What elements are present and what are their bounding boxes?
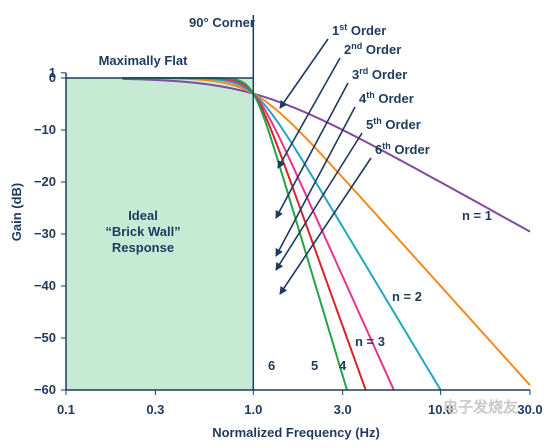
arrows-layer — [275, 38, 372, 295]
order-label-part: nd — [351, 41, 362, 51]
y-axis-title: Gain (dB) — [9, 183, 24, 242]
order-label-part: Order — [391, 142, 430, 157]
order-label-part: Order — [375, 91, 414, 106]
order-label-part: 3 — [352, 67, 359, 82]
y-tick-label: 0 — [49, 70, 56, 85]
x-tick-label: 0.3 — [146, 402, 164, 417]
x-tick-label: 3.0 — [334, 402, 352, 417]
order-label-5: 5th Order — [366, 116, 421, 132]
curve-label-order-1: n = 1 — [462, 208, 492, 223]
x-tick-label: 0.1 — [57, 402, 75, 417]
corner-annotation: 90° Corner — [189, 15, 255, 30]
curve-label-order-3: n = 3 — [355, 334, 385, 349]
ideal-region-label-line: “Brick Wall” — [105, 224, 180, 239]
order-label-part: th — [366, 90, 375, 100]
order-label-part: Order — [368, 67, 407, 82]
ideal-region-label-line: Ideal — [128, 208, 158, 223]
order-label-part: th — [382, 141, 391, 151]
axes-layer: 10−10−20−30−40−50−600.1 0.3 1.0 3.0 10.0 30.0 — [34, 15, 543, 417]
ideal-region-label: Ideal “Brick Wall” Response — [105, 208, 180, 255]
x-tick-label: 1.0 — [244, 402, 262, 417]
order-label-part: Order — [362, 42, 401, 57]
order-label-part: 5 — [366, 117, 373, 132]
y-tick-label: −30 — [34, 226, 56, 241]
order-label-2: 2nd Order — [344, 41, 401, 57]
order-label-6: 6th Order — [375, 141, 430, 157]
order-label-part: th — [373, 116, 382, 126]
curve-label-order-6: 6 — [268, 358, 275, 373]
order-arrow-1 — [279, 38, 329, 109]
ideal-region-layer: Ideal “Brick Wall” Response — [66, 78, 254, 390]
order-arrow-4 — [275, 106, 356, 257]
y-tick-label: −10 — [34, 122, 56, 137]
curve-label-order-2: n = 2 — [392, 289, 422, 304]
response-curve-order-1 — [122, 77, 531, 233]
order-label-part: st — [339, 22, 347, 32]
order-label-part: Order — [347, 23, 386, 38]
curve-label-order-4: 4 — [339, 358, 347, 373]
order-label-4: 4th Order — [359, 90, 414, 106]
ideal-region-label-line: Response — [112, 240, 174, 255]
curve-label-order-5: 5 — [311, 358, 318, 373]
order-label-3: 3rd Order — [352, 66, 407, 82]
watermark-text: 电子发烧友 — [443, 398, 518, 416]
order-label-part: 4 — [359, 91, 367, 106]
order-label-part: 1 — [332, 23, 339, 38]
y-tick-label: 1 — [49, 65, 56, 80]
order-arrow-2 — [277, 57, 341, 169]
x-tick-label: 30.0 — [517, 402, 542, 417]
order-label-1: 1st Order — [332, 22, 386, 38]
y-tick-label: −20 — [34, 174, 56, 189]
order-label-part: 6 — [375, 142, 382, 157]
y-tick-label: −60 — [34, 382, 56, 397]
order-label-part: Order — [382, 117, 421, 132]
order-label-part: rd — [359, 66, 368, 76]
x-tick-label: 10.0 — [428, 402, 453, 417]
order-label-part: 2 — [344, 42, 351, 57]
y-tick-label: −50 — [34, 330, 56, 345]
y-tick-label: −40 — [34, 278, 56, 293]
x-axis-title: Normalized Frequency (Hz) — [212, 425, 380, 440]
order-arrow-3 — [275, 82, 349, 219]
ideal-region — [66, 78, 254, 390]
order-arrow-6 — [279, 157, 372, 295]
maximally-flat-annotation: Maximally Flat — [99, 53, 189, 68]
order-arrow-5 — [275, 132, 363, 271]
